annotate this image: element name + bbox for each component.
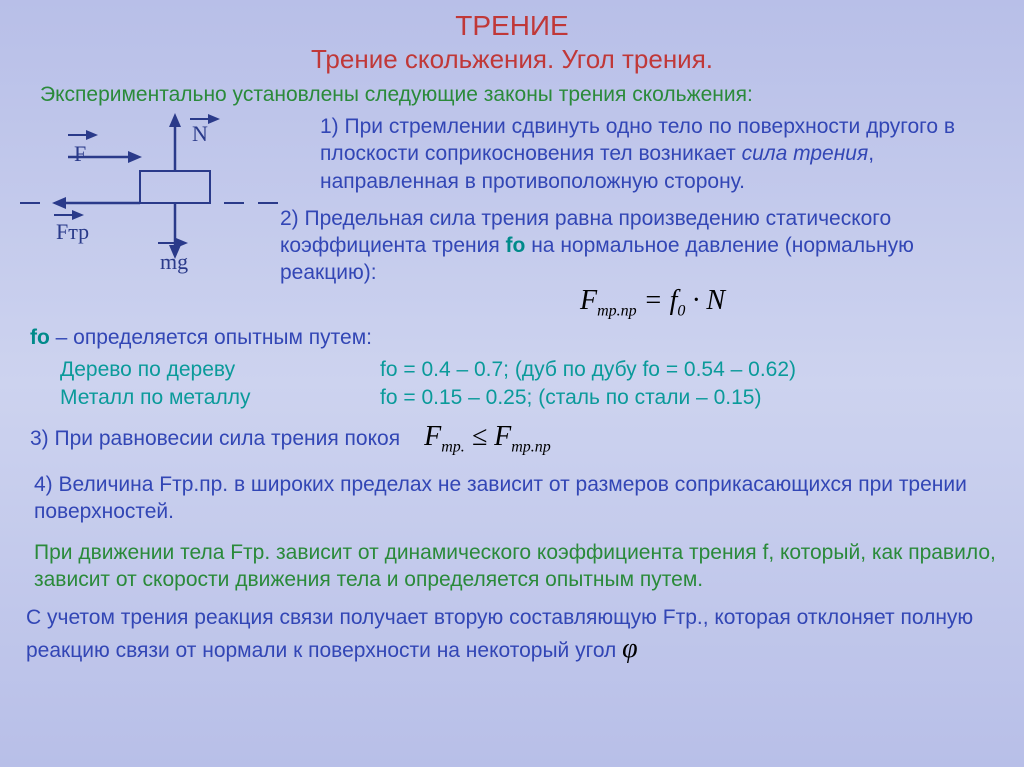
coeff-material: Дерево по дереву (60, 356, 380, 383)
coeff-material: Металл по металлу (60, 384, 380, 411)
label-F: F (74, 141, 86, 166)
f3-sub2: тр.пр (511, 439, 551, 456)
f1-lhs: F (580, 285, 597, 316)
law-3-row: 3) При равновесии сила трения покоя Fтр.… (30, 421, 1004, 457)
law-3-text: 3) При равновесии сила трения покоя (30, 427, 400, 451)
law2-fo: fо (506, 234, 526, 257)
label-mg: mg (160, 249, 188, 274)
angle-note: С учетом трения реакция связи получает в… (26, 604, 1004, 668)
law1-num: 1) (320, 115, 345, 138)
f1-dot: · (685, 285, 706, 316)
table-row: Дерево по дереву fо = 0.4 – 0.7; (дуб по… (60, 356, 1004, 383)
intro-text: Экспериментально установлены следующие з… (40, 83, 1004, 107)
formula-static-friction: Fтр. ≤ Fтр.пр (424, 421, 551, 457)
fo-symbol: fо (30, 326, 50, 349)
f3-F1: F (424, 421, 441, 452)
dynamic-friction-note: При движении тела Fтр. зависит от динами… (34, 539, 1004, 594)
f3-F2: F (494, 421, 511, 452)
fo-definition: fо – определяется опытным путем: (30, 326, 1004, 350)
phi-symbol: φ (622, 633, 638, 664)
label-Ftr: Fтр (56, 219, 89, 244)
page-title: ТРЕНИЕ (20, 10, 1004, 42)
f3-sub1: тр. (441, 439, 465, 456)
friction-diagram: N F Fтр mg (20, 113, 286, 273)
law1-em: сила трения (742, 142, 869, 165)
f1-N: N (706, 285, 725, 316)
coefficients-table: Дерево по дереву fо = 0.4 – 0.7; (дуб по… (60, 356, 1004, 411)
f1-eq: = (637, 285, 670, 316)
content-area: N F Fтр mg 1) При стремлении сдвинуть о (20, 113, 1004, 667)
fo-rest: – определяется опытным путем: (50, 326, 372, 349)
page-subtitle: Трение скольжения. Угол трения. (20, 44, 1004, 75)
label-N: N (192, 121, 208, 146)
law-4: 4) Величина Fтр.пр. в широких пределах н… (34, 471, 1004, 526)
f1-lhs-sub: тр.пр (597, 302, 637, 319)
angle-text: С учетом трения реакция связи получает в… (26, 606, 973, 662)
coeff-value: fо = 0.15 – 0.25; (сталь по стали – 0.15… (380, 384, 761, 411)
table-row: Металл по металлу fо = 0.15 – 0.25; (ста… (60, 384, 1004, 411)
f3-le: ≤ (465, 421, 494, 452)
formula-limit-friction: Fтр.пр = f0 · N (580, 285, 1004, 321)
coeff-value: fо = 0.4 – 0.7; (дуб по дубу fо = 0.54 –… (380, 356, 796, 383)
law-1: 1) При стремлении сдвинуть одно тело по … (320, 113, 1004, 195)
law-2: 2) Предельная сила трения равна произвед… (280, 205, 1004, 287)
